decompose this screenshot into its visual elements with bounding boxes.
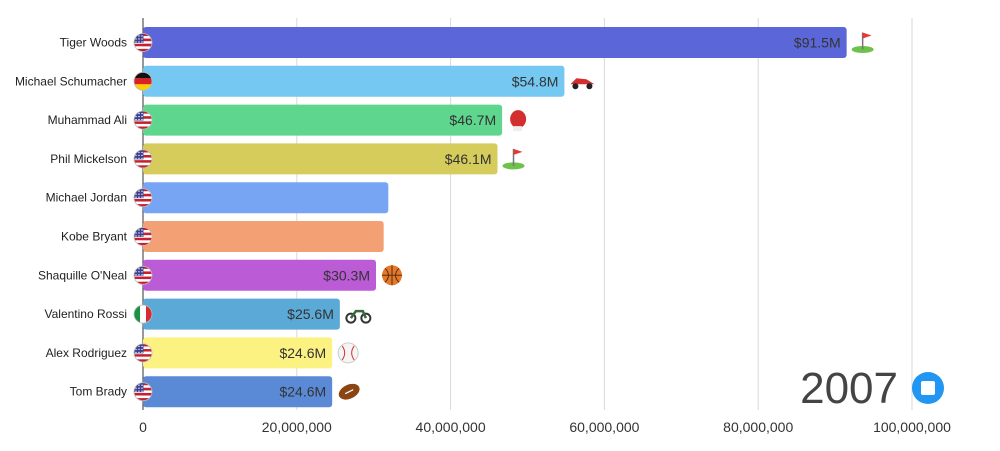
stop-button[interactable] (912, 372, 944, 404)
bar (143, 27, 847, 58)
bar-row: Phil Mickelson $46.1M (50, 143, 525, 175)
basketball-icon (382, 265, 403, 286)
bar (143, 182, 389, 214)
golf-icon (851, 32, 874, 53)
italy-flag (134, 305, 152, 324)
bar-name-label: Michael Schumacher (15, 74, 127, 88)
x-tick-label: 80,000,000 (723, 419, 793, 435)
bar-value-label: $46.7M (449, 112, 496, 128)
usa-flag (134, 149, 152, 168)
x-tick-label: 100,000,000 (873, 419, 951, 435)
bar-name-label: Kobe Bryant (61, 230, 128, 244)
bar-value-label: $24.6M (279, 384, 326, 400)
bar-name-label: Shaquille O'Neal (38, 268, 127, 282)
bar-name-label: Tiger Woods (60, 36, 127, 50)
bar (143, 259, 377, 291)
bar-name-label: Alex Rodriguez (46, 346, 127, 360)
germany-flag (134, 72, 152, 91)
bar-row: Kobe Bryant (61, 221, 384, 252)
motorcycle-icon (345, 309, 372, 324)
x-tick-label: 60,000,000 (569, 419, 639, 435)
bar-row: Valentino Rossi $25.6M (45, 298, 372, 330)
bar-name-label: Michael Jordan (46, 191, 127, 205)
bar-value-label: $54.8M (512, 73, 559, 89)
bar-value-label: $30.3M (323, 267, 370, 283)
stop-icon (921, 381, 935, 395)
usa-flag (134, 33, 152, 52)
usa-flag (134, 382, 152, 401)
bar-name-label: Tom Brady (70, 385, 127, 399)
bar (143, 104, 503, 136)
football-icon (338, 383, 360, 400)
bar-row: Alex Rodriguez $24.6M (46, 337, 359, 369)
usa-flag (134, 111, 152, 130)
bar-name-label: Phil Mickelson (50, 152, 127, 166)
x-tick-label: 0 (139, 419, 147, 435)
bars: Tiger Woods $91.5M Michael Schumacher $54.8… (15, 27, 874, 408)
usa-flag (134, 188, 152, 207)
bar-row: Michael Schumacher $54.8M (15, 65, 595, 97)
year-label: 2007 (800, 364, 898, 413)
bar (143, 143, 498, 175)
boxing-glove-icon (510, 110, 527, 132)
bar-value-label: $46.1M (445, 151, 492, 167)
bar-row: Tom Brady $24.6M (70, 376, 360, 408)
bar-name-label: Valentino Rossi (45, 307, 128, 321)
x-axis-ticks: 0 20,000,000 40,000,000 60,000,000 80,000,00… (139, 419, 951, 435)
baseball-icon (337, 342, 359, 364)
bar-row: Michael Jordan (46, 182, 389, 214)
bar-value-label: $24.6M (279, 345, 326, 361)
bar (143, 221, 384, 252)
bar-value-label: $25.6M (287, 306, 334, 322)
bar (143, 298, 340, 330)
bar-row: Shaquille O'Neal $30.3M (38, 259, 403, 291)
x-tick-label: 40,000,000 (416, 419, 486, 435)
bar (143, 65, 565, 97)
race-car-icon (570, 78, 595, 90)
bar-value-label: $91.5M (794, 35, 841, 51)
bar-row: Muhammad Ali $46.7M (48, 104, 527, 136)
bar-name-label: Muhammad Ali (48, 113, 127, 127)
bar (143, 376, 333, 408)
x-tick-label: 20,000,000 (262, 419, 332, 435)
usa-flag (134, 343, 152, 362)
usa-flag (134, 266, 152, 285)
bar (143, 337, 333, 369)
golf-icon (502, 148, 525, 170)
bar-row: Tiger Woods $91.5M (60, 27, 874, 58)
